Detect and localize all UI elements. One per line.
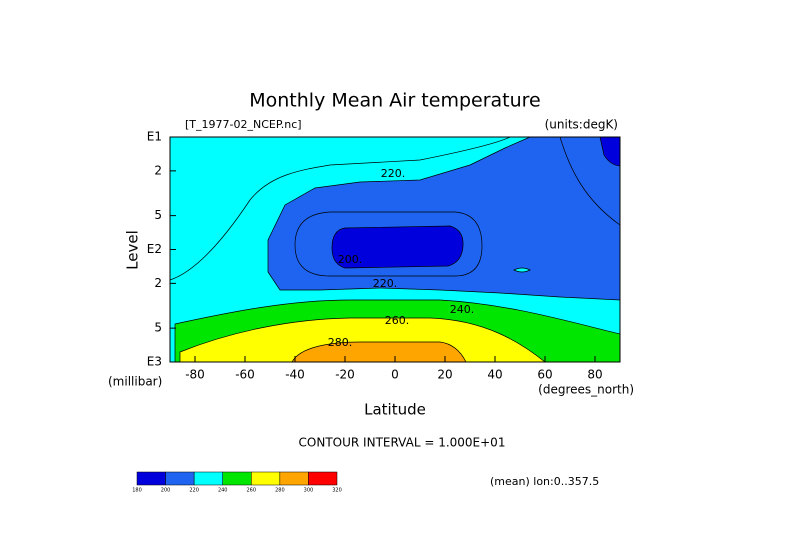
units: (units:degK) bbox=[545, 118, 618, 132]
x-tick-label: -60 bbox=[235, 368, 255, 382]
x-tick-label: -80 bbox=[185, 368, 205, 382]
y-tick-label: 5 bbox=[154, 321, 162, 335]
y-units: (millibar) bbox=[108, 375, 162, 389]
y-tick-label: E2 bbox=[147, 242, 162, 256]
colorbar-bin bbox=[251, 471, 281, 486]
x-units: (degrees_north) bbox=[538, 383, 634, 397]
colorbar-bin bbox=[279, 471, 309, 486]
colorbar-label: 320 bbox=[332, 488, 342, 494]
x-tick-label: 0 bbox=[391, 368, 399, 382]
colorbar-label: 260 bbox=[247, 488, 257, 494]
colorbar-label: 240 bbox=[218, 488, 228, 494]
contour-label: 220. bbox=[381, 167, 406, 180]
contour-region bbox=[331, 225, 464, 269]
x-tick-label: 80 bbox=[587, 368, 602, 382]
x-tick-label: 20 bbox=[437, 368, 452, 382]
contour-label: 200. bbox=[338, 253, 363, 266]
y-tick-label: 2 bbox=[154, 163, 162, 177]
y-tick-label: E1 bbox=[147, 130, 162, 144]
colorbar-bin bbox=[165, 471, 195, 486]
x-tick-label: 40 bbox=[487, 368, 502, 382]
x-tick-label: -20 bbox=[335, 368, 355, 382]
contour-region bbox=[291, 341, 467, 363]
y-tick-label: 5 bbox=[154, 208, 162, 222]
colorbar-label: 220 bbox=[189, 488, 199, 494]
contour-region bbox=[513, 267, 531, 273]
contour-line bbox=[169, 136, 511, 281]
contour-note: CONTOUR INTERVAL = 1.000E+01 bbox=[299, 436, 506, 450]
x-tick-label: -40 bbox=[285, 368, 305, 382]
colorbar-bin bbox=[136, 471, 166, 486]
x-tick-label: 60 bbox=[537, 368, 552, 382]
colorbar-label: 300 bbox=[304, 488, 314, 494]
contour-line bbox=[294, 211, 483, 277]
colorbar-label: 180 bbox=[132, 488, 142, 494]
x-axis-label: Latitude bbox=[364, 401, 426, 419]
contour-label: 240. bbox=[450, 303, 475, 316]
colorbar-bin bbox=[222, 471, 252, 486]
contour-label: 220. bbox=[373, 277, 398, 290]
contour-label: 260. bbox=[385, 314, 410, 327]
y-axis-label: Level bbox=[124, 230, 142, 270]
y-tick-label: E3 bbox=[147, 355, 162, 369]
contour-line bbox=[559, 136, 621, 226]
y-tick-label: 2 bbox=[154, 276, 162, 290]
chart-title: Monthly Mean Air temperature bbox=[249, 90, 540, 112]
footer: (mean) lon:0..357.5 bbox=[490, 475, 599, 488]
colorbar-label: 200 bbox=[161, 488, 171, 494]
colorbar-label: 280 bbox=[275, 488, 285, 494]
contour-label: 280. bbox=[328, 336, 353, 349]
subtitle: [T_1977-02_NCEP.nc] bbox=[185, 118, 302, 131]
colorbar-bin bbox=[308, 471, 338, 486]
colorbar-bin bbox=[193, 471, 223, 486]
